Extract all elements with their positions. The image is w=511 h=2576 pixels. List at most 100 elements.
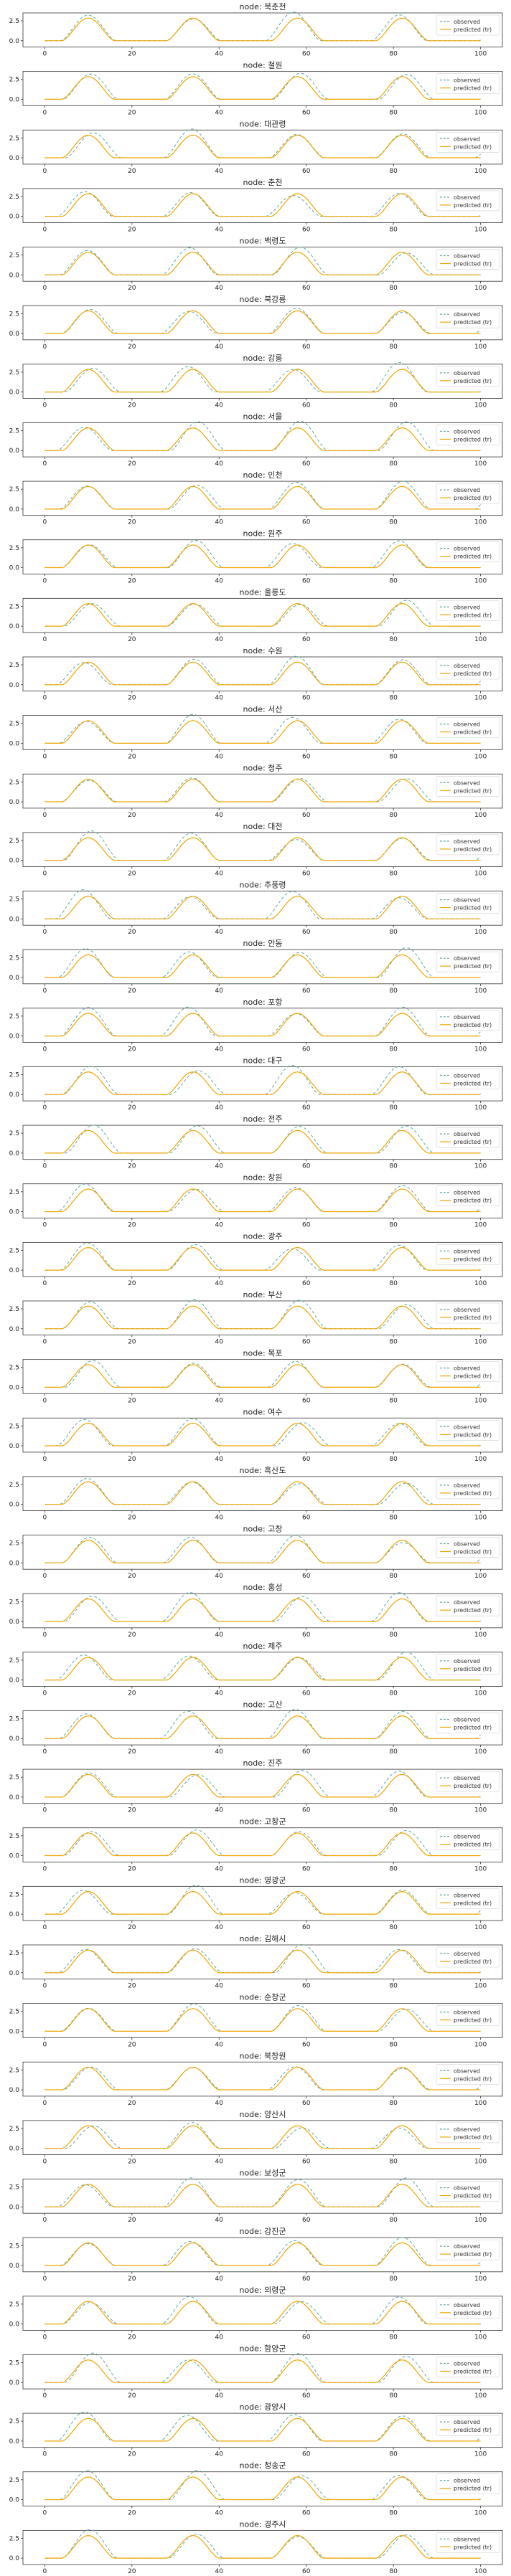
- x-tick-label: 100: [474, 2041, 487, 2048]
- plot-frame: [22, 188, 503, 223]
- x-tick-label: 80: [389, 2509, 398, 2516]
- x-tick-label: 100: [474, 2568, 487, 2575]
- panel: node: 경주시 0 20 40 60 80 100 0.0 2.5 observed predi…: [9, 2519, 503, 2575]
- x-tick-label: 100: [474, 1865, 487, 1872]
- y-tick-label: 2.5: [9, 311, 19, 318]
- x-tick-label: 60: [302, 109, 311, 116]
- x-tick-label: 100: [474, 1221, 487, 1228]
- legend-label: observed: [454, 2536, 480, 2542]
- predicted-line: [44, 2534, 481, 2559]
- plot-frame: [22, 2296, 503, 2331]
- plot-frame: [22, 597, 503, 633]
- x-tick-label: 0: [42, 2392, 47, 2400]
- panel-title: node: 광양시: [239, 2402, 286, 2412]
- x-tick-label: 40: [215, 227, 224, 234]
- x-tick-label: 80: [389, 2451, 398, 2458]
- panel: node: 광양시 0 20 40 60 80 100 0.0 2.5 observed predi…: [9, 2402, 503, 2458]
- legend-label: predicted (tr): [454, 612, 492, 618]
- legend-label: predicted (tr): [454, 378, 492, 384]
- panel-title: node: 고창군: [239, 1817, 286, 1827]
- legend-label: predicted (tr): [454, 1549, 492, 1555]
- legend-label: observed: [454, 2478, 480, 2484]
- legend-label: observed: [454, 1658, 480, 1665]
- x-tick-label: 0: [42, 2334, 47, 2341]
- x-tick-label: 0: [42, 109, 47, 116]
- observed-line: [44, 1885, 481, 1915]
- legend-label: observed: [454, 721, 480, 728]
- predicted-line: [44, 602, 481, 627]
- x-tick-label: 20: [128, 1748, 136, 1756]
- y-tick-label: 0.0: [9, 1619, 20, 1626]
- legend-label: observed: [454, 2009, 480, 2016]
- y-tick-label: 0.0: [9, 1267, 20, 1274]
- y-tick-label: 0.0: [9, 975, 20, 982]
- x-tick-label: 100: [474, 460, 487, 468]
- legend-label: predicted (tr): [454, 2251, 492, 2258]
- legend-label: predicted (tr): [454, 495, 492, 501]
- legend-label: predicted (tr): [454, 1256, 492, 1262]
- x-tick-label: 0: [42, 929, 47, 936]
- legend-box: [436, 1419, 500, 1441]
- legend-label: observed: [454, 1482, 480, 1489]
- x-tick-label: 60: [302, 2451, 311, 2458]
- x-tick-label: 40: [215, 1280, 224, 1287]
- panel: node: 순창군 0 20 40 60 80 100 0.0 2.5 observedpredi…: [9, 1993, 503, 2048]
- predicted-line: [44, 2184, 481, 2207]
- x-tick-label: 60: [302, 51, 311, 58]
- y-tick-label: 2.5: [9, 2126, 19, 2133]
- panel: node: 양산시 0 20 40 60 80 100 0.0 2.5 observedpredi…: [9, 2110, 503, 2166]
- legend-label: observed: [454, 1716, 480, 1723]
- legend-label: predicted (tr): [454, 1900, 492, 1906]
- y-tick-label: 2.5: [9, 1365, 19, 1372]
- y-tick-label: 0.0: [9, 1794, 20, 1801]
- predicted-line: [44, 1832, 481, 1857]
- legend-box: [436, 2005, 500, 2026]
- y-tick-label: 0.0: [9, 1033, 20, 1041]
- plot-frame: [22, 1535, 503, 1570]
- legend: observed predicted (tr): [436, 483, 500, 504]
- y-tick-label: 0.0: [9, 740, 20, 747]
- legend-label: observed: [454, 253, 480, 260]
- plot-frame: [22, 2237, 503, 2273]
- predicted-line: [44, 2359, 481, 2383]
- x-tick-label: 20: [128, 2568, 136, 2575]
- x-tick-label: 20: [128, 871, 136, 878]
- y-tick-label: 0.0: [9, 2146, 20, 2153]
- x-tick-label: 20: [128, 1397, 136, 1404]
- observed-line: [44, 2003, 481, 2032]
- plot-frame: [22, 1008, 503, 1043]
- legend-label: observed: [454, 838, 480, 845]
- legend-box: [436, 1010, 500, 1031]
- observed-line: [44, 480, 481, 510]
- x-tick-label: 60: [302, 2276, 311, 2283]
- panel: node: 영광군 0 20 40 60 80 100 0.0 2.5 observed predi…: [9, 1875, 503, 1931]
- x-tick-label: 20: [128, 402, 136, 409]
- observed-line: [44, 777, 481, 802]
- x-tick-label: 80: [389, 1280, 398, 1287]
- plot-frame: [22, 1593, 503, 1629]
- legend-box: [436, 1302, 500, 1324]
- panel-title: node: 순창군: [239, 1993, 286, 2002]
- legend-box: [436, 2122, 500, 2144]
- legend-box: [436, 73, 500, 94]
- x-tick-label: 40: [215, 1632, 224, 1639]
- legend-label: observed: [454, 487, 480, 493]
- observed-line: [44, 191, 481, 217]
- legend-label: predicted (tr): [454, 1724, 492, 1730]
- x-tick-label: 0: [42, 460, 47, 468]
- panel: node: 북창원 0 20 40 60 80 100 0.0 2.5 observedpredi…: [9, 2051, 503, 2107]
- legend-label: predicted (tr): [454, 1666, 492, 1672]
- x-tick-label: 100: [474, 2392, 487, 2400]
- x-tick-label: 80: [389, 2334, 398, 2341]
- predicted-line: [44, 369, 481, 393]
- panel: node: 서울 0 20 40 60 80 100 0.0 2.5 observedpredic…: [9, 412, 503, 468]
- x-tick-label: 0: [42, 2451, 47, 2458]
- x-tick-label: 20: [128, 1456, 136, 1463]
